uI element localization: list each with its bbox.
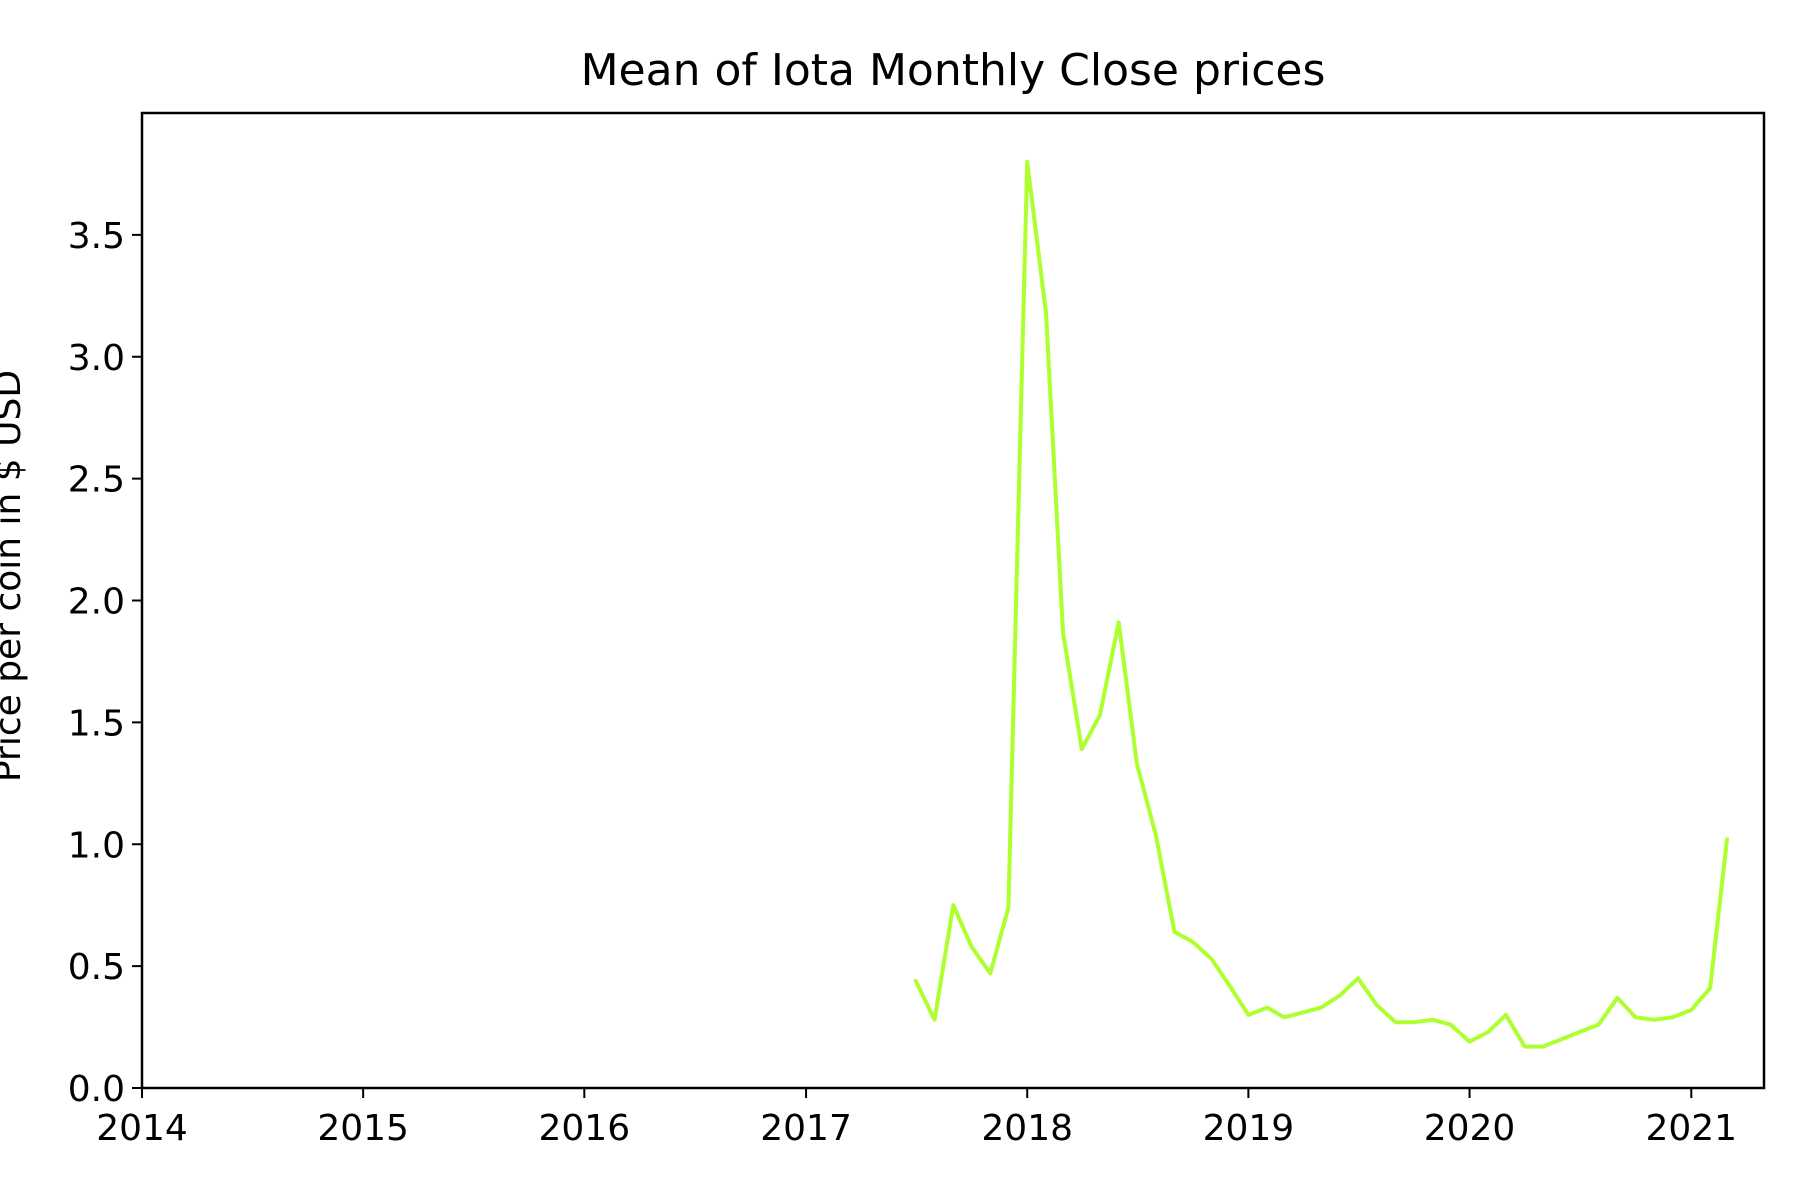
- y-tick-label: 2.0: [68, 582, 125, 623]
- x-tick-label: 2019: [1203, 1108, 1295, 1149]
- x-tick-label: 2014: [96, 1108, 188, 1149]
- x-tick-label: 2020: [1424, 1108, 1516, 1149]
- y-axis: 0.0 0.5 1.0 1.5 2.0 2.5 3.0 3.5: [68, 216, 142, 1110]
- plot-frame: [140, 111, 1766, 1090]
- y-axis-label: Price per coin in $ USD: [0, 370, 29, 782]
- y-tick-label: 0.0: [68, 1069, 125, 1110]
- series-line: [913, 159, 1729, 1049]
- x-tick-label: 2018: [981, 1108, 1073, 1149]
- y-tick-label: 1.5: [68, 703, 125, 744]
- x-axis: 2014 2015 2016 2017 2018 2019 2020 2021: [96, 1088, 1737, 1149]
- x-tick-label: 2015: [317, 1108, 409, 1149]
- y-tick-label: 3.0: [68, 338, 125, 379]
- y-tick-label: 1.0: [68, 825, 125, 866]
- x-tick-label: 2016: [538, 1108, 630, 1149]
- x-tick-label: 2021: [1645, 1108, 1737, 1149]
- y-tick-label: 0.5: [68, 947, 125, 988]
- y-tick-label: 2.5: [68, 460, 125, 501]
- y-tick-label: 3.5: [68, 216, 125, 257]
- x-tick-label: 2017: [760, 1108, 852, 1149]
- chart-title: Mean of Iota Monthly Close prices: [581, 45, 1326, 96]
